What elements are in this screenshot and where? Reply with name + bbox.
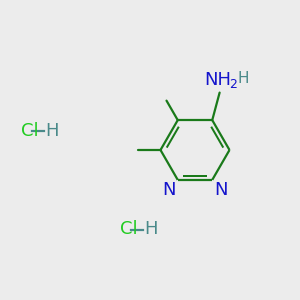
Text: NH: NH — [205, 71, 232, 89]
Text: H: H — [144, 220, 158, 238]
Text: 2: 2 — [229, 78, 236, 91]
Text: N: N — [215, 182, 228, 200]
Text: N: N — [162, 182, 175, 200]
Text: Cl: Cl — [21, 122, 39, 140]
Text: H: H — [237, 71, 248, 86]
Text: Cl: Cl — [120, 220, 138, 238]
Text: H: H — [45, 122, 58, 140]
